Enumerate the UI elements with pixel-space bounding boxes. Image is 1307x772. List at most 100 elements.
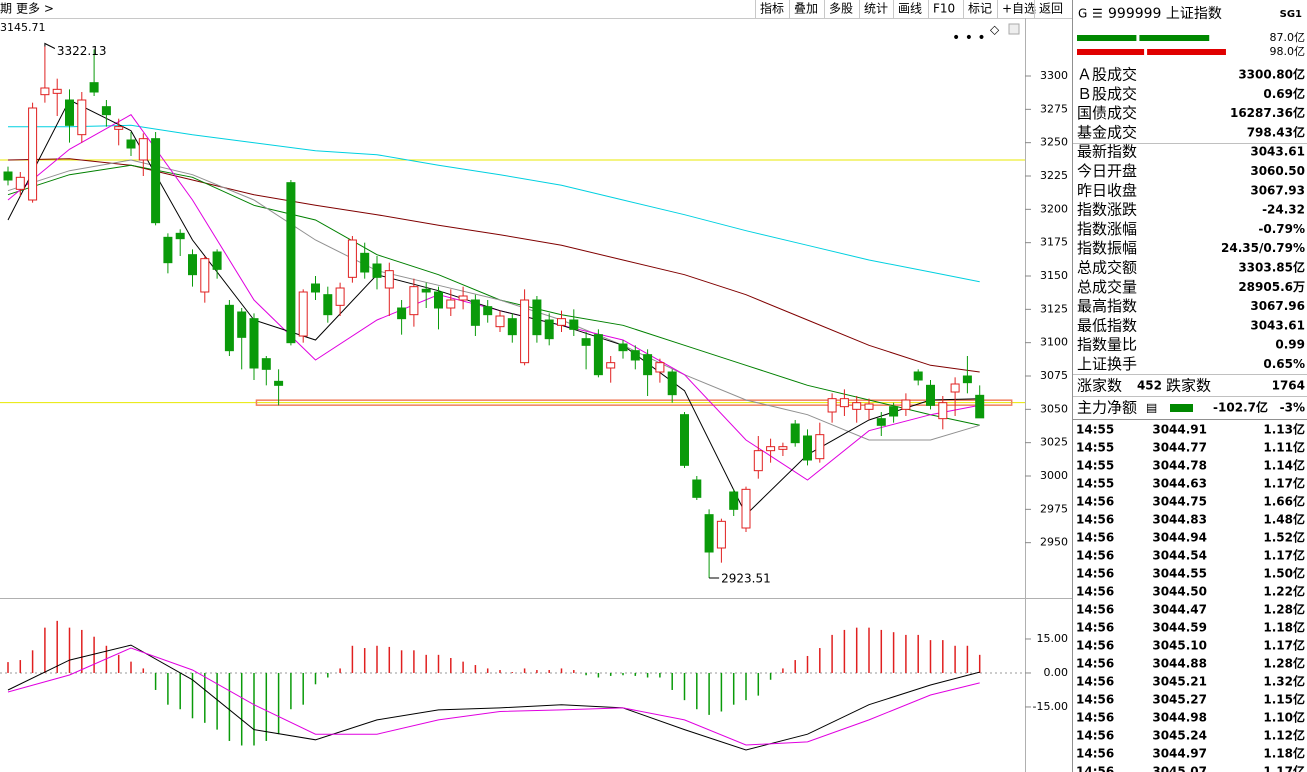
tick-amount: 1.11亿	[1263, 440, 1305, 455]
candle-body	[864, 403, 874, 410]
tick-amount: 1.48亿	[1263, 512, 1305, 527]
candle-body	[28, 107, 38, 201]
breadth-down: 1764	[1272, 379, 1305, 393]
tick-time: 14:56	[1076, 495, 1114, 509]
header-code: 999999 上证指数	[1108, 6, 1222, 22]
tick-amount: 1.32亿	[1263, 674, 1305, 689]
y-tick-label: 3275	[1040, 102, 1068, 115]
tick-price: 3045.27	[1152, 693, 1207, 707]
candle-body	[729, 491, 739, 510]
candle-body	[815, 434, 825, 460]
diamond-icon[interactable]: ◇	[990, 23, 1000, 37]
tick-time: 14:56	[1076, 729, 1114, 743]
stat-label: 指数振幅	[1077, 239, 1137, 257]
y-tick-label: 0.00	[1044, 666, 1069, 679]
candle-body	[680, 414, 689, 466]
tick-time: 14:56	[1076, 567, 1114, 581]
candle-body	[335, 287, 345, 306]
tick-amount: 1.50亿	[1263, 566, 1305, 581]
menu-icon[interactable]: ☰	[1092, 7, 1103, 21]
candle-body	[249, 318, 259, 369]
candle-body	[434, 291, 443, 309]
toolbar-button[interactable]: 多股	[829, 2, 853, 16]
tick-time: 14:56	[1076, 657, 1114, 671]
tick-price: 3044.78	[1152, 459, 1207, 473]
toolbar-button[interactable]: 指标	[760, 1, 784, 16]
tick-time: 14:56	[1076, 531, 1114, 545]
stat-value: 24.35/0.79%	[1221, 241, 1305, 255]
tick-price: 3044.97	[1152, 747, 1207, 761]
stat-label: Ａ股成交	[1077, 66, 1137, 84]
tick-amount: 1.17亿	[1263, 548, 1305, 563]
candle-body	[347, 239, 357, 278]
flow-label: 主力净额	[1077, 399, 1137, 417]
toolbar-button[interactable]: +自选	[1002, 2, 1036, 16]
toolbar-button[interactable]: 画线	[898, 2, 922, 16]
toolbar-item[interactable]: 期	[0, 2, 12, 16]
candle-body	[741, 488, 751, 529]
candle-body	[901, 399, 911, 410]
candle-body	[261, 358, 271, 370]
candle-body	[667, 371, 677, 396]
tick-amount: 1.28亿	[1263, 602, 1305, 617]
tick-time: 14:56	[1076, 639, 1114, 653]
candle-body	[557, 318, 566, 326]
tick-price: 3044.50	[1152, 585, 1207, 599]
toolbar-item[interactable]: 更多 >	[16, 2, 54, 16]
indicator-line	[8, 124, 980, 283]
stat-label: 指数量比	[1077, 336, 1137, 354]
y-tick-label: 3125	[1040, 302, 1068, 315]
toolbar-button[interactable]: F10	[933, 2, 955, 16]
indicator-line	[7, 159, 980, 441]
y-tick-label: 3175	[1040, 236, 1068, 249]
toolbar-button[interactable]: 叠加	[794, 2, 818, 16]
candle-body	[311, 283, 320, 293]
tick-time: 14:55	[1076, 441, 1114, 455]
tick-time: 14:55	[1076, 459, 1114, 473]
tick-time: 14:55	[1076, 477, 1114, 491]
indicator-line	[7, 644, 980, 751]
candle-body	[852, 402, 862, 410]
candle-body	[495, 315, 505, 328]
tick-amount: 1.66亿	[1263, 494, 1305, 509]
candle-body	[15, 176, 25, 190]
candle-body	[421, 288, 431, 293]
candle-body	[790, 423, 800, 444]
y-tick-label: 3000	[1040, 469, 1068, 482]
candle-body	[581, 338, 591, 346]
stat-value: 0.65%	[1263, 357, 1305, 371]
candle-body	[286, 182, 296, 344]
stat-value: 3067.93	[1250, 183, 1305, 197]
stat-value: 16287.36亿	[1230, 105, 1305, 120]
list-icon[interactable]: ▤	[1146, 401, 1157, 415]
indicator-dots: • • •	[952, 30, 986, 46]
candle-body	[89, 82, 99, 93]
y-tick-label: 3300	[1040, 69, 1068, 82]
y-tick-label: 3075	[1040, 369, 1068, 382]
tick-amount: 1.14亿	[1263, 458, 1305, 473]
stat-label: 总成交量	[1077, 278, 1137, 296]
volume-label: 98.0亿	[1270, 45, 1306, 58]
candle-body	[40, 87, 50, 96]
tick-price: 3045.07	[1152, 765, 1207, 772]
y-tick-label: 3025	[1040, 436, 1068, 449]
tick-price: 3045.21	[1152, 675, 1207, 689]
tick-time: 14:56	[1076, 549, 1114, 563]
candle-body	[138, 138, 148, 161]
stat-value: -24.32	[1262, 203, 1305, 217]
candle-body	[397, 307, 407, 320]
candle-body	[384, 270, 394, 289]
toolbar-button[interactable]: 返回	[1039, 2, 1063, 16]
scroll-button[interactable]	[1008, 23, 1020, 35]
toolbar-button[interactable]: 标记	[968, 2, 992, 16]
toolbar-button[interactable]: 统计	[864, 2, 888, 16]
stat-label: 最低指数	[1077, 316, 1137, 334]
candle-body	[643, 354, 653, 376]
candle-body	[188, 254, 197, 276]
candle-body	[753, 450, 763, 472]
candle-body	[77, 99, 87, 136]
y-tick-label: 3100	[1040, 336, 1068, 349]
stat-value: 3043.61	[1250, 145, 1305, 159]
